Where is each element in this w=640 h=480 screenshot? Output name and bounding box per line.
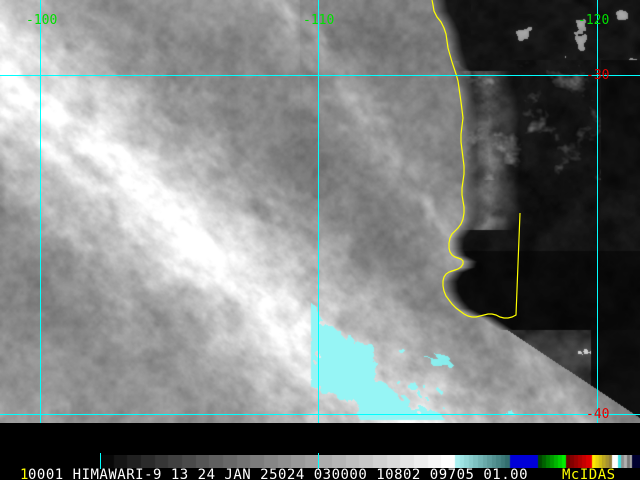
gridline-latitude-40 — [0, 414, 640, 415]
longitude-label-120: -120 — [578, 13, 610, 28]
mcidas-brand: McIDAS — [562, 467, 616, 480]
status-line: 1 0001 HIMAWARI-9 13 24 JAN 25024 030000… — [0, 468, 640, 480]
gridline-latitude-30 — [0, 75, 640, 76]
bottom-status-bar: 1 0001 HIMAWARI-9 13 24 JAN 25024 030000… — [0, 423, 640, 480]
colorbar-tick-left — [100, 453, 101, 469]
longitude-label-110: -110 — [303, 13, 335, 28]
latitude-label-30: -30 — [586, 68, 610, 83]
gridline-longitude-100 — [40, 0, 41, 480]
longitude-label-100: -100 — [26, 13, 58, 28]
latitude-label-40: -40 — [586, 407, 610, 422]
gridline-longitude-120 — [597, 0, 598, 423]
image-info-text: 0001 HIMAWARI-9 13 24 JAN 25024 030000 1… — [28, 467, 529, 480]
color-enhancement-bar[interactable] — [0, 455, 640, 468]
satellite-image-canvas[interactable] — [0, 0, 640, 423]
frame-number: 1 — [20, 467, 29, 480]
gridline-longitude-110 — [318, 0, 319, 480]
colorbar-tick-mid — [318, 453, 319, 469]
satellite-image-area[interactable] — [0, 0, 640, 423]
